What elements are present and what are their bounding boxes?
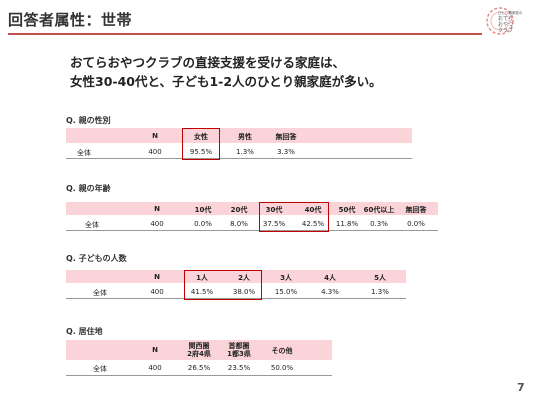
q3-header-3children: 3人	[280, 274, 292, 282]
q4-header-shutoken: 首都圏 1都3県	[227, 342, 251, 358]
logo-text-line: ひとり親家庭の	[498, 11, 523, 15]
q4-bottom-rule	[66, 375, 332, 376]
q2-header-60plus: 60代以上	[363, 206, 395, 214]
q4-header-row: N 関西圏 2府4県 首都圏 1都3県 その他	[66, 340, 332, 360]
q1-value-male: 1.3%	[236, 148, 254, 156]
slide-title: 回答者属性：世帯	[8, 11, 133, 29]
q2-header-40s: 40代	[304, 206, 322, 214]
q3-value-n: 400	[150, 288, 164, 296]
q2-header-noanswer: 無回答	[405, 206, 427, 214]
q2-header-20s: 20代	[230, 206, 248, 214]
q3-value-2children: 38.0%	[232, 288, 256, 296]
q2-header-50s: 50代	[338, 206, 356, 214]
q3-label: Q. 子どもの人数	[66, 254, 127, 263]
q4-header-other: その他	[271, 347, 293, 355]
q2-table: N 10代 20代 30代 40代 50代 60代以上 無回答 全体 400 0…	[66, 202, 438, 232]
q3-value-4children: 4.3%	[321, 288, 339, 296]
q3-row-label: 全体	[93, 289, 107, 297]
q2-value-20s: 8.0%	[230, 220, 248, 228]
q3-header-row: N 1人 2人 3人 4人 5人	[66, 270, 406, 283]
q1-bottom-rule	[66, 158, 412, 159]
lead-line-1: おてらおやつクラブの直接支援を受ける家庭は、	[70, 55, 346, 70]
logo-text-line: おてら	[498, 16, 514, 22]
q3-table: N 1人 2人 3人 4人 5人 全体 400 41.5% 38.0% 15.0…	[66, 270, 406, 300]
q4-header-n: N	[152, 346, 158, 354]
q1-value-female: 95.5%	[189, 148, 213, 156]
lead-statement: おてらおやつクラブの直接支援を受ける家庭は、 女性30-40代と、子ども1-2人…	[70, 53, 382, 91]
q1-highlight-box	[182, 128, 220, 160]
q4-value-other: 50.0%	[270, 364, 294, 372]
page-number: 7	[517, 381, 525, 394]
q2-header-30s: 30代	[265, 206, 283, 214]
logo-text-line: おやつ	[498, 22, 514, 28]
q2-value-40s: 42.5%	[301, 220, 325, 228]
q4-header-kansai: 関西圏 2府4県	[187, 342, 211, 358]
q2-header-n: N	[154, 205, 160, 213]
slide-header: 回答者属性：世帯 ひとり親家庭の おてら おやつ クラブ	[0, 0, 536, 40]
q1-table: N 女性 男性 無回答 全体 400 95.5% 1.3% 3.3%	[66, 128, 412, 160]
q2-value-30s: 37.5%	[262, 220, 286, 228]
q2-header-row: N 10代 20代 30代 40代 50代 60代以上 無回答	[66, 202, 438, 215]
q1-row-label: 全体	[77, 149, 91, 157]
q4-data-row: 全体 400 26.5% 23.5% 50.0%	[66, 362, 332, 375]
q2-header-10s: 10代	[194, 206, 212, 214]
q4-value-kansai: 26.5%	[187, 364, 211, 372]
q2-value-10s: 0.0%	[194, 220, 212, 228]
q1-header-male: 男性	[238, 133, 252, 141]
q4-table: N 関西圏 2府4県 首都圏 1都3県 その他 全体 400 26.5% 23.…	[66, 340, 332, 376]
q1-value-noanswer: 3.3%	[277, 148, 295, 156]
q3-highlight-box	[184, 270, 262, 300]
q3-value-5children: 1.3%	[371, 288, 389, 296]
q4-label: Q. 居住地	[66, 327, 103, 336]
q1-header-n: N	[152, 132, 158, 140]
q3-header-n: N	[154, 273, 160, 281]
q2-label: Q. 親の年齢	[66, 184, 111, 193]
q2-value-n: 400	[150, 220, 164, 228]
q1-header-row: N 女性 男性 無回答	[66, 128, 412, 143]
otera-oyatsu-logo-icon	[486, 7, 514, 35]
q3-data-row: 全体 400 41.5% 38.0% 15.0% 4.3% 1.3%	[66, 285, 406, 298]
q2-row-label: 全体	[85, 221, 99, 229]
q2-bottom-rule	[66, 230, 438, 231]
q4-row-label: 全体	[93, 365, 107, 373]
logo-text: ひとり親家庭の おてら おやつ クラブ	[498, 10, 532, 34]
q1-label: Q. 親の性別	[66, 116, 111, 125]
logo-text-line: クラブ	[498, 28, 514, 34]
q3-bottom-rule	[66, 298, 406, 299]
q2-highlight-box	[259, 202, 329, 232]
q2-value-noanswer: 0.0%	[407, 220, 425, 228]
q4-value-shutoken: 23.5%	[227, 364, 251, 372]
lead-line-2: 女性30-40代と、子ども1-2人のひとり親家庭が多い。	[70, 74, 382, 89]
q2-value-50s: 11.8%	[335, 220, 359, 228]
q1-data-row: 全体 400 95.5% 1.3% 3.3%	[66, 145, 412, 158]
title-underline	[8, 33, 482, 35]
q3-value-3children: 15.0%	[274, 288, 298, 296]
q1-header-noanswer: 無回答	[275, 133, 297, 141]
q2-value-60plus: 0.3%	[370, 220, 388, 228]
q1-header-female: 女性	[194, 133, 208, 141]
q3-header-2children: 2人	[238, 274, 250, 282]
q3-header-1child: 1人	[196, 274, 208, 282]
q2-data-row: 全体 400 0.0% 8.0% 37.5% 42.5% 11.8% 0.3% …	[66, 217, 438, 230]
q3-value-1child: 41.5%	[190, 288, 214, 296]
q3-header-4children: 4人	[324, 274, 336, 282]
q3-header-5children: 5人	[374, 274, 386, 282]
q4-value-n: 400	[148, 364, 162, 372]
q1-value-n: 400	[148, 148, 162, 156]
